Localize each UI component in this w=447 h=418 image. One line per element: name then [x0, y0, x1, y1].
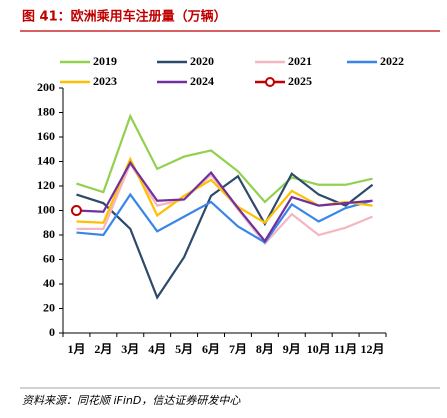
legend-label: 2020 [190, 54, 214, 68]
x-tick-label: 3月 [121, 342, 139, 356]
x-tick-label: 11月 [334, 342, 357, 356]
series-line [76, 160, 373, 244]
y-tick-label: 120 [37, 178, 55, 192]
series-line [76, 172, 374, 300]
y-tick-label: 0 [49, 325, 55, 339]
legend-label: 2023 [93, 74, 117, 88]
x-tick-label: 7月 [229, 342, 247, 356]
x-tick-label: 2月 [94, 342, 112, 356]
x-tick-label: 4月 [148, 342, 166, 356]
legend-label: 2022 [380, 54, 404, 68]
y-tick-label: 160 [37, 129, 55, 143]
x-tick-label: 6月 [202, 342, 220, 356]
x-tick-label: 12月 [361, 342, 385, 356]
y-tick-label: 80 [43, 227, 55, 241]
y-tick-label: 100 [37, 202, 55, 216]
legend-marker [265, 77, 275, 87]
y-tick-label: 140 [37, 153, 55, 167]
x-tick-label: 8月 [256, 342, 274, 356]
series-line [76, 192, 373, 244]
y-tick-label: 60 [43, 251, 55, 265]
x-tick-label: 10月 [307, 342, 331, 356]
y-tick-label: 200 [37, 80, 55, 94]
chart-title: 图 41：欧洲乘用车注册量（万辆） [22, 9, 227, 25]
legend-label: 2019 [93, 54, 117, 68]
point [70, 205, 82, 216]
legend-label: 2024 [190, 74, 214, 88]
y-tick-label: 180 [37, 104, 55, 118]
x-tick-label: 1月 [67, 342, 85, 356]
source: 资料来源：同花顺 iFinD，信达证券研发中心 [22, 394, 241, 407]
legend-label: 2021 [288, 54, 312, 68]
y-tick-label: 20 [43, 300, 55, 314]
legend-label: 2025 [288, 74, 312, 88]
x-tick-label: 5月 [175, 342, 193, 356]
series-line [76, 113, 373, 204]
x-tick-label: 9月 [283, 342, 301, 356]
y-tick-label: 40 [43, 276, 55, 290]
